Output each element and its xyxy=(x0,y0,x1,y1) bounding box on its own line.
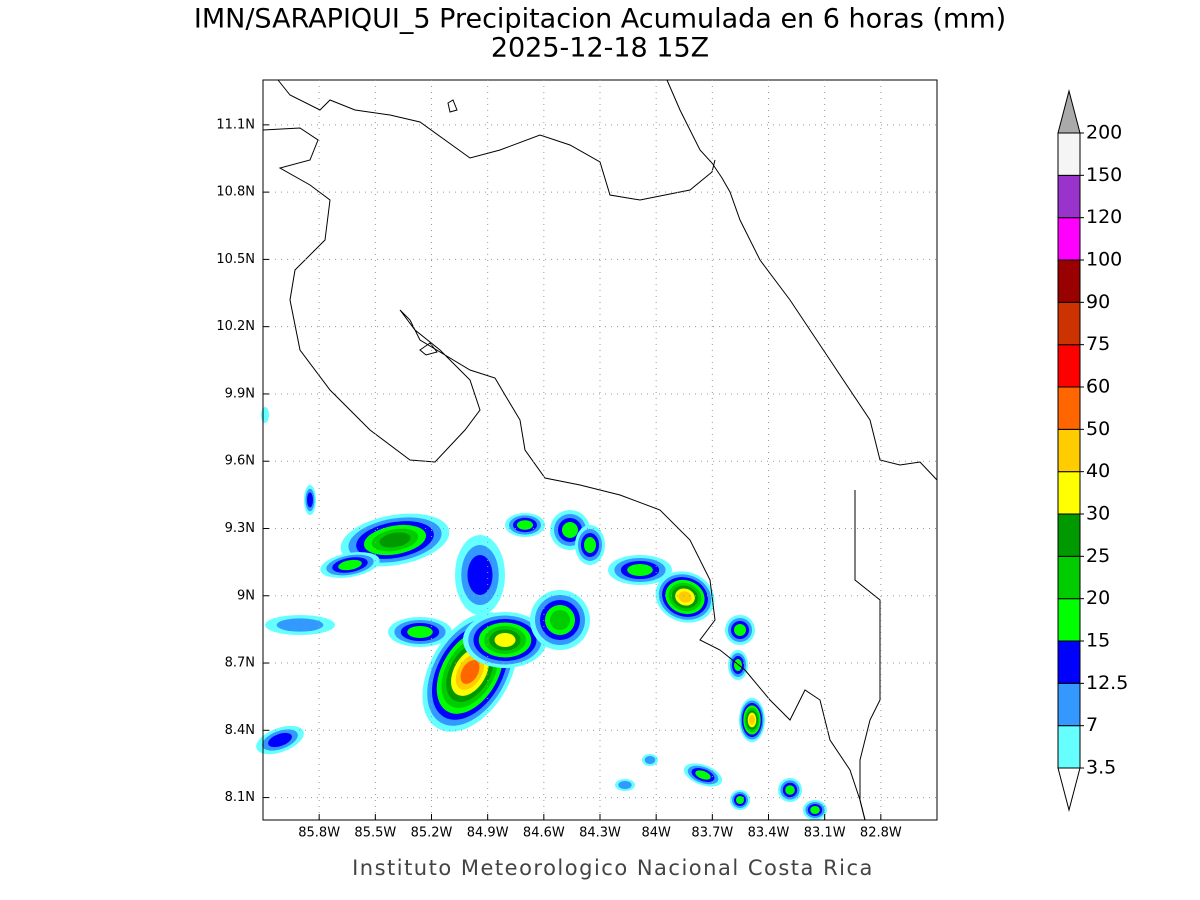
colorbar-segment xyxy=(1057,259,1081,303)
panama-border xyxy=(854,490,881,821)
rain-area xyxy=(618,781,632,789)
colorbar-label: 3.5 xyxy=(1086,757,1116,779)
rain-area xyxy=(407,626,433,638)
rain-area xyxy=(785,785,795,795)
colorbar-label: 120 xyxy=(1086,206,1122,228)
colorbar-segment xyxy=(1057,640,1081,684)
y-tick-label: 9.6N xyxy=(225,454,255,469)
colorbar-label: 25 xyxy=(1086,545,1110,567)
rain-area xyxy=(749,715,755,725)
colorbar-label: 50 xyxy=(1086,418,1110,440)
y-tick-label: 8.7N xyxy=(225,656,255,671)
rain-area xyxy=(276,618,324,632)
rain-area xyxy=(644,756,656,764)
colorbar-label: 60 xyxy=(1086,376,1110,398)
rain-area xyxy=(379,532,411,548)
x-tick-label: 84W xyxy=(641,826,671,841)
x-tick-label: 82.8W xyxy=(860,826,902,841)
colorbar-segment xyxy=(1057,217,1081,261)
caribbean-coast xyxy=(666,79,938,481)
rain-area xyxy=(460,660,480,684)
x-tick-label: 85.8W xyxy=(298,826,340,841)
colorbar-over xyxy=(1057,89,1081,134)
x-tick-label: 83.7W xyxy=(691,826,733,841)
y-tick-label: 11.1N xyxy=(216,117,255,132)
rain-area xyxy=(695,770,711,780)
rain-area xyxy=(467,555,493,595)
pacific-coast xyxy=(262,127,866,821)
rain-area xyxy=(810,806,820,814)
colorbar-under xyxy=(1057,767,1081,812)
rain-area xyxy=(307,492,313,508)
colorbar-segment xyxy=(1057,471,1081,515)
colorbar-label: 15 xyxy=(1086,630,1110,652)
colorbar-label: 75 xyxy=(1086,333,1110,355)
rain-area xyxy=(627,564,653,576)
colorbar-segment xyxy=(1057,344,1081,388)
rain-area xyxy=(584,537,596,553)
rain-area xyxy=(562,522,578,538)
colorbar-segment xyxy=(1057,174,1081,219)
y-tick-label: 9.3N xyxy=(225,521,255,536)
x-tick-label: 85.5W xyxy=(354,826,396,841)
rain-area xyxy=(261,407,269,423)
rain-area xyxy=(734,624,746,636)
x-tick-label: 84.9W xyxy=(467,826,509,841)
island xyxy=(419,342,438,356)
colorbar-label: 30 xyxy=(1086,503,1110,525)
title: IMN/SARAPIQUI_5 Precipitacion Acumulada … xyxy=(194,4,1006,35)
y-tick-label: 10.2N xyxy=(216,319,255,334)
colorbar-label: 12.5 xyxy=(1086,672,1128,694)
colorbar-label: 40 xyxy=(1086,460,1110,482)
colorbar-segment xyxy=(1057,682,1081,727)
map-frame xyxy=(262,79,938,821)
y-tick-label: 8.1N xyxy=(225,790,255,805)
colorbar-label: 20 xyxy=(1086,587,1110,609)
colorbar-segment xyxy=(1057,555,1081,600)
x-tick-label: 83.4W xyxy=(748,826,790,841)
colorbar-label: 90 xyxy=(1086,291,1110,313)
island xyxy=(447,99,458,113)
y-tick-label: 10.8N xyxy=(216,185,255,200)
subtitle: 2025-12-18 15Z xyxy=(491,33,709,64)
y-tick-label: 9N xyxy=(237,588,255,603)
rain-area xyxy=(494,633,516,647)
rain-area xyxy=(517,520,533,530)
lake-shore xyxy=(277,79,716,201)
colorbar-label: 150 xyxy=(1086,164,1122,186)
colorbar-segment xyxy=(1057,725,1081,769)
colorbar-segment xyxy=(1057,598,1081,642)
colorbar-segment xyxy=(1057,132,1081,176)
coastlines xyxy=(262,79,938,821)
precipitation-field xyxy=(256,407,827,820)
colorbar-label: 200 xyxy=(1086,122,1122,144)
colorbar-segment xyxy=(1057,301,1081,346)
y-tick-label: 9.9N xyxy=(225,386,255,401)
rain-area xyxy=(268,732,292,748)
colorbar-segment xyxy=(1057,386,1081,430)
rain-area xyxy=(678,591,692,603)
x-tick-label: 83.1W xyxy=(804,826,846,841)
colorbar-label: 7 xyxy=(1086,714,1098,736)
colorbar-segment xyxy=(1057,428,1081,473)
rain-area xyxy=(550,610,570,630)
colorbar-segment xyxy=(1057,513,1081,557)
footer: Instituto Meteorologico Nacional Costa R… xyxy=(352,856,874,880)
rain-area xyxy=(338,559,362,571)
x-tick-label: 84.3W xyxy=(579,826,621,841)
colorbar-label: 100 xyxy=(1086,249,1122,271)
y-tick-label: 10.5N xyxy=(216,252,255,267)
y-tick-label: 8.4N xyxy=(225,723,255,738)
x-tick-label: 84.6W xyxy=(523,826,565,841)
x-tick-label: 85.2W xyxy=(411,826,453,841)
